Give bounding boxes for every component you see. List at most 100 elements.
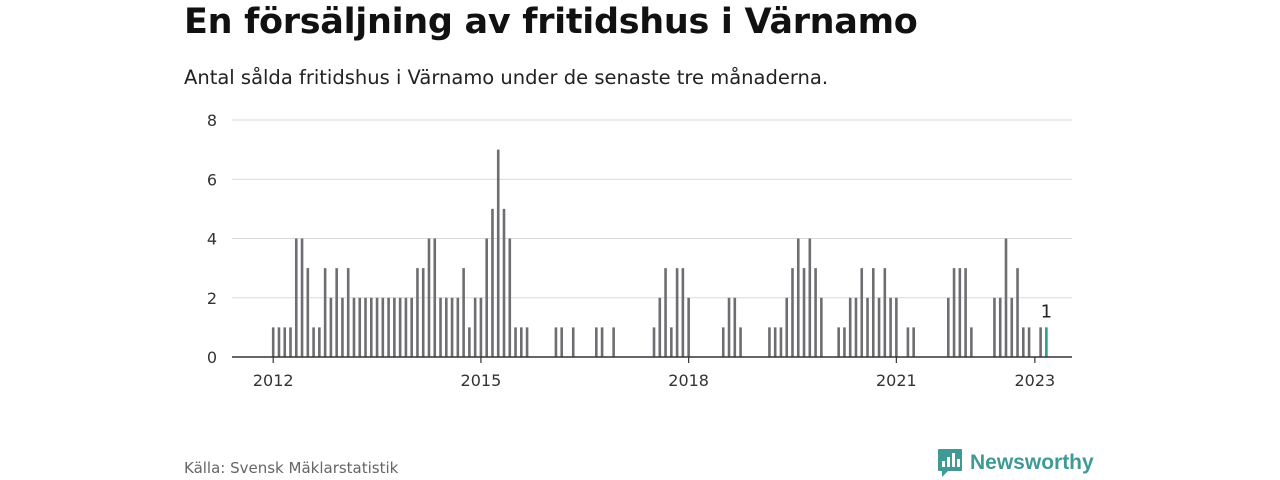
x-tick-label-2015: 2015 [461,371,502,390]
bar [312,327,315,357]
bar [883,268,887,357]
highlight-data-label: 1 [1041,301,1052,322]
bar [871,268,875,357]
bar [768,327,771,357]
bar-series [271,149,1048,357]
source-note: Källa: Svensk Mäklarstatistik [184,459,399,477]
bar [335,268,338,357]
bar [571,327,575,357]
bar [993,297,996,357]
bar [946,297,950,357]
x-tick-label-2023: 2023 [1014,371,1055,390]
bar [404,297,408,357]
bar [381,297,385,357]
bar [283,327,287,357]
bar [1022,327,1025,357]
bar [1039,327,1042,357]
x-axis-ticks [272,357,1036,363]
bar [369,297,373,357]
bar [387,297,390,357]
bar [346,268,350,357]
bar [721,327,725,357]
x-tick-label-2012: 2012 [253,371,294,390]
bar [1010,297,1014,357]
bar [341,297,344,357]
bar [450,297,454,357]
bar [681,268,685,357]
bar [854,297,858,357]
chart-subtitle: Antal sålda fritidshus i Värnamo under d… [184,66,829,89]
bar [410,297,413,357]
bar [294,238,298,357]
bar [375,297,379,357]
bar [289,327,292,357]
bar [462,268,465,357]
bar [479,297,483,357]
bar [895,297,898,357]
bar [1004,238,1008,357]
bar [727,297,731,357]
bar [520,327,523,357]
bar [393,297,396,357]
brand-logo: Newsworthy [937,448,1094,478]
bar [970,327,973,357]
bar [525,327,529,357]
bar [785,297,789,357]
bar [271,327,275,357]
bar [514,327,517,357]
bar [364,297,367,357]
bar [595,327,598,357]
bar [445,297,448,357]
bar [808,238,812,357]
bar [848,297,852,357]
bar [843,327,846,357]
bar [958,268,962,357]
bar [329,297,333,357]
bar-chart-speech-bubble-icon [938,449,962,477]
bar [998,297,1002,357]
bar [733,297,737,357]
bar [318,327,321,357]
bar [421,268,425,357]
bar [398,297,402,357]
bar [600,327,604,357]
bar [889,297,892,357]
bar [485,238,488,357]
bar [664,268,667,357]
bar [860,268,864,357]
bar [658,297,662,357]
bar [687,297,690,357]
y-tick-label-4: 4 [207,230,217,249]
bar [306,268,310,357]
bar [554,327,558,357]
bar [560,327,563,357]
bar [456,297,460,357]
bar [820,297,823,357]
bar [277,327,281,357]
bar [866,297,869,357]
y-tick-label-8: 8 [207,111,217,130]
bar [837,327,840,357]
bar [612,327,615,357]
y-tick-label-0: 0 [207,348,217,367]
bar [1027,327,1031,357]
bar [952,268,956,357]
bar [877,297,881,357]
bar [670,327,673,357]
bar [427,238,431,357]
bar [1016,268,1019,357]
x-tick-label-2018: 2018 [668,371,709,390]
bar [739,327,742,357]
bar [468,327,471,357]
x-tick-label-2021: 2021 [876,371,917,390]
bar [508,238,512,357]
grid-lines [232,119,1072,299]
bar [491,208,494,357]
bar [912,327,915,357]
bar [323,268,327,357]
x-axis-tick-labels: 2012 2015 2018 2021 2023 [253,371,1055,390]
bar [675,268,679,357]
chart-title: En försäljning av fritidshus i Värnamo [184,2,918,42]
y-tick-label-6: 6 [207,170,217,189]
y-axis-tick-labels: 0 2 4 6 8 [207,111,217,367]
